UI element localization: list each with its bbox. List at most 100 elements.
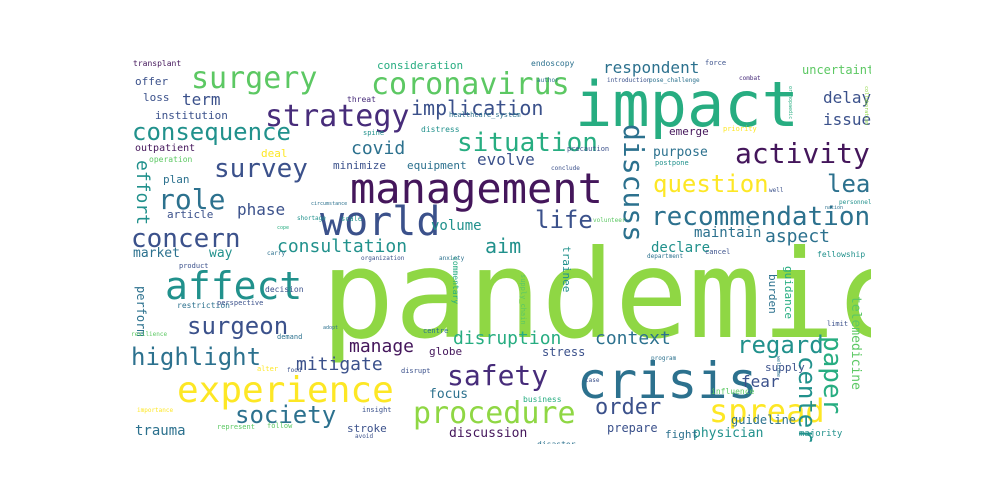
word-organization: organization (361, 255, 405, 262)
word-introduction: introduction (607, 77, 651, 84)
word-aim: aim (485, 234, 522, 258)
word-business: business (523, 395, 562, 404)
word-prepare: prepare (607, 421, 658, 435)
word-cloud: pandemic impact management crisis world … (127, 56, 871, 444)
word-trainee: trainee (560, 246, 573, 293)
word-guideline: guideline (731, 413, 797, 427)
word-role: role (158, 183, 226, 216)
word-manage: manage (349, 336, 415, 357)
word-well: well (769, 187, 784, 194)
word-fear: fear (741, 372, 780, 391)
word-scale: scale (341, 215, 363, 223)
word-author: author (537, 77, 559, 84)
word-personnel: personnel (839, 199, 871, 206)
word-nation: nation (825, 205, 844, 211)
word-situation: situation (457, 128, 598, 158)
word-strategy: strategy (265, 99, 410, 134)
word-cancel: cancel (705, 248, 731, 256)
word-department: department (647, 253, 684, 260)
word-phase: phase (237, 200, 286, 219)
word-volume: volume (431, 218, 482, 234)
word-deal: deal (261, 147, 288, 160)
word-article: article (167, 208, 214, 221)
word-conclude: conclude (551, 165, 580, 172)
word-surgery: surgery (191, 61, 318, 96)
word-consequence: consequence (132, 118, 291, 146)
word-delay: delay (823, 88, 871, 107)
word-loss: loss (143, 91, 170, 104)
word-life: life (535, 206, 593, 234)
word-postpone: postpone (655, 159, 689, 167)
word-carry: carry (267, 250, 286, 257)
word-impact: impact (575, 68, 799, 141)
word-transplant: transplant (133, 59, 182, 68)
word-center: center (793, 356, 821, 443)
word-respondent: respondent (603, 58, 700, 77)
word-influence: influence (711, 387, 755, 396)
word-management: management (350, 164, 603, 213)
word-equipment: equipment (407, 159, 467, 172)
word-pose-challenge: pose_challenge (649, 77, 700, 84)
word-force: force (705, 59, 727, 67)
word-pandemic: pandemic (321, 224, 871, 366)
word-food: food (287, 367, 302, 374)
word-discuss: discuss (617, 124, 650, 243)
word-declare: declare (651, 240, 711, 256)
word-emerge: emerge (669, 125, 709, 138)
word-product: product (179, 262, 209, 270)
word-operation: operation (149, 155, 193, 164)
word-physician: physician (693, 426, 764, 441)
word-guidance: guidance (782, 266, 795, 319)
word-spread: spread (709, 392, 825, 430)
word-precaution: precaution (567, 145, 610, 153)
word-welcome: welcome (775, 356, 781, 378)
word-resilience: resilience (131, 331, 168, 338)
word-experience: experience (177, 370, 394, 411)
word-evolve: evolve (477, 150, 535, 169)
word-majority: majority (799, 429, 843, 439)
word-volunteer: volunteer (593, 217, 626, 224)
word-orthopaedic: orthopaedic (787, 86, 793, 120)
word-paper: paper (817, 336, 847, 415)
word-trauma: trauma (135, 423, 186, 439)
word-uncertainty: uncertainty (802, 63, 871, 77)
word-purpose: purpose (653, 145, 708, 160)
word-circumstance: circumstance (311, 201, 348, 207)
word-surgeon: surgeon (187, 312, 289, 340)
word-disrupt: disrupt (401, 367, 431, 375)
word-adopt: adopt (323, 325, 339, 331)
word-distress: distress (421, 125, 460, 134)
word-stroke: stroke (347, 422, 387, 435)
word-implication: implication (411, 96, 544, 120)
word-shortage: shortage (297, 215, 326, 222)
word-minimize: minimize (333, 159, 386, 172)
word-fight: fight (665, 428, 699, 441)
word-represent: represent (217, 423, 255, 431)
word-recommendation: recommendation (651, 202, 871, 232)
word-priority: priority (723, 125, 757, 133)
word-disruption: disruption (453, 328, 562, 349)
word-plan: plan (163, 173, 190, 186)
word-covid: covid (351, 138, 406, 159)
word-offer: offer (135, 75, 169, 88)
word-restriction: restriction (177, 301, 230, 310)
word-effort: effort (132, 160, 153, 226)
word-limit: limit (827, 320, 849, 328)
word-centre: centre (423, 327, 449, 335)
word-perspective: perspective (217, 299, 264, 307)
word-mitigate: mitigate (296, 354, 383, 375)
word-way: way (209, 246, 233, 261)
word-regard: regard (737, 331, 824, 359)
word-coronavirus: coronavirus (371, 67, 570, 102)
word-alter: alter (257, 365, 279, 373)
word-demand: demand (277, 333, 303, 341)
word-market: market (133, 246, 180, 261)
word-insight: insight (362, 406, 392, 414)
word-institution: institution (155, 109, 228, 122)
word-commentary: commentary (451, 256, 460, 305)
word-combat: combat (739, 75, 761, 82)
word-safety: safety (447, 359, 549, 392)
word-affect: affect (165, 264, 303, 308)
word-follow: follow (267, 422, 293, 430)
word-stress: stress (542, 345, 586, 359)
